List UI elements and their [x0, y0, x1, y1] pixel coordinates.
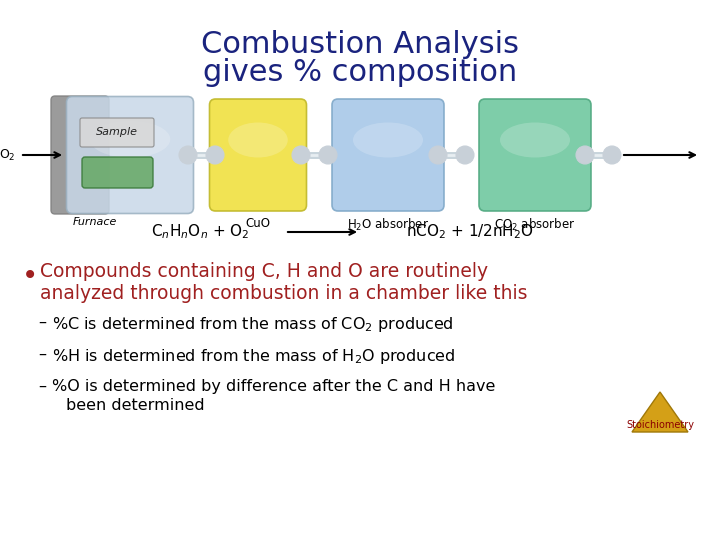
FancyBboxPatch shape — [80, 118, 154, 147]
Text: analyzed through combustion in a chamber like this: analyzed through combustion in a chamber… — [40, 284, 528, 303]
FancyBboxPatch shape — [210, 99, 307, 211]
Text: nCO$_2$ + 1/2nH$_2$O: nCO$_2$ + 1/2nH$_2$O — [406, 222, 534, 241]
FancyBboxPatch shape — [82, 157, 153, 188]
FancyBboxPatch shape — [51, 96, 109, 214]
Ellipse shape — [353, 123, 423, 158]
Circle shape — [319, 146, 337, 164]
Circle shape — [456, 146, 474, 164]
Ellipse shape — [90, 121, 170, 158]
Circle shape — [603, 146, 621, 164]
Text: Stoichiometry: Stoichiometry — [626, 420, 694, 430]
Text: –: – — [38, 379, 46, 394]
Circle shape — [292, 146, 310, 164]
Text: H$_2$O absorber: H$_2$O absorber — [347, 217, 429, 233]
FancyBboxPatch shape — [332, 99, 444, 211]
Text: •: • — [22, 262, 38, 290]
Text: CuO: CuO — [246, 217, 271, 230]
Text: Compounds containing C, H and O are routinely: Compounds containing C, H and O are rout… — [40, 262, 488, 281]
Circle shape — [206, 146, 224, 164]
Text: %O is determined by difference after the C and H have: %O is determined by difference after the… — [52, 379, 495, 394]
FancyBboxPatch shape — [66, 97, 194, 213]
Text: CO$_2$ absorber: CO$_2$ absorber — [495, 217, 576, 233]
Text: –: – — [38, 315, 46, 330]
Circle shape — [576, 146, 594, 164]
FancyBboxPatch shape — [479, 99, 591, 211]
Text: O$_2$: O$_2$ — [0, 147, 16, 163]
Ellipse shape — [500, 123, 570, 158]
Text: –: – — [38, 347, 46, 362]
Text: Furnace: Furnace — [73, 217, 117, 227]
Text: Combustion Analysis: Combustion Analysis — [201, 30, 519, 59]
Text: Sample: Sample — [96, 127, 138, 137]
Text: been determined: been determined — [66, 398, 204, 413]
Polygon shape — [632, 392, 688, 432]
Circle shape — [179, 146, 197, 164]
Text: %H is determined from the mass of H$_2$O produced: %H is determined from the mass of H$_2$O… — [52, 347, 456, 366]
Text: %C is determined from the mass of CO$_2$ produced: %C is determined from the mass of CO$_2$… — [52, 315, 454, 334]
Text: gives % composition: gives % composition — [203, 58, 517, 87]
Circle shape — [429, 146, 447, 164]
Ellipse shape — [228, 123, 288, 158]
Text: C$_n$H$_n$O$_n$ + O$_2$: C$_n$H$_n$O$_n$ + O$_2$ — [150, 222, 249, 241]
